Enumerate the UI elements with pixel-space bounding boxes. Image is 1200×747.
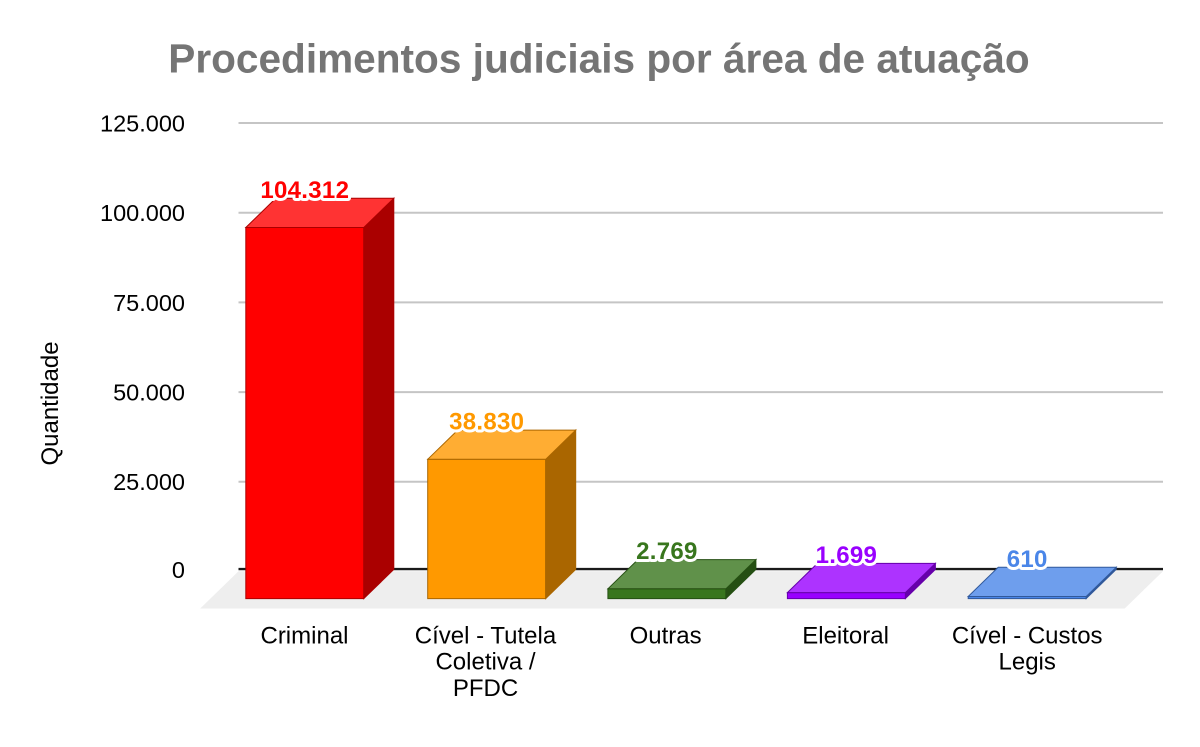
svg-text:Eleitoral: Eleitoral [802,623,889,650]
svg-text:2.769: 2.769 [636,538,698,565]
svg-text:610: 610 [1007,546,1048,573]
svg-text:Cível - Custos: Cível - Custos [952,623,1103,650]
svg-text:PFDC: PFDC [453,675,518,702]
svg-text:0: 0 [172,557,185,583]
svg-text:Coletiva /: Coletiva / [435,649,535,676]
svg-text:Outras: Outras [630,623,702,650]
svg-text:75.000: 75.000 [113,290,185,316]
svg-text:Cível - Tutela: Cível - Tutela [415,623,557,650]
svg-text:100.000: 100.000 [100,200,185,226]
svg-text:1.699: 1.699 [816,542,878,569]
svg-text:Quantidade: Quantidade [37,341,64,465]
svg-text:125.000: 125.000 [100,110,185,136]
svg-text:38.830: 38.830 [449,409,524,436]
svg-text:50.000: 50.000 [113,380,185,406]
svg-text:Procedimentos judiciais por ár: Procedimentos judiciais por área de atua… [168,36,1029,82]
svg-text:Legis: Legis [999,649,1056,676]
svg-text:Criminal: Criminal [260,623,348,650]
svg-text:25.000: 25.000 [113,469,185,495]
svg-text:104.312: 104.312 [260,177,349,204]
